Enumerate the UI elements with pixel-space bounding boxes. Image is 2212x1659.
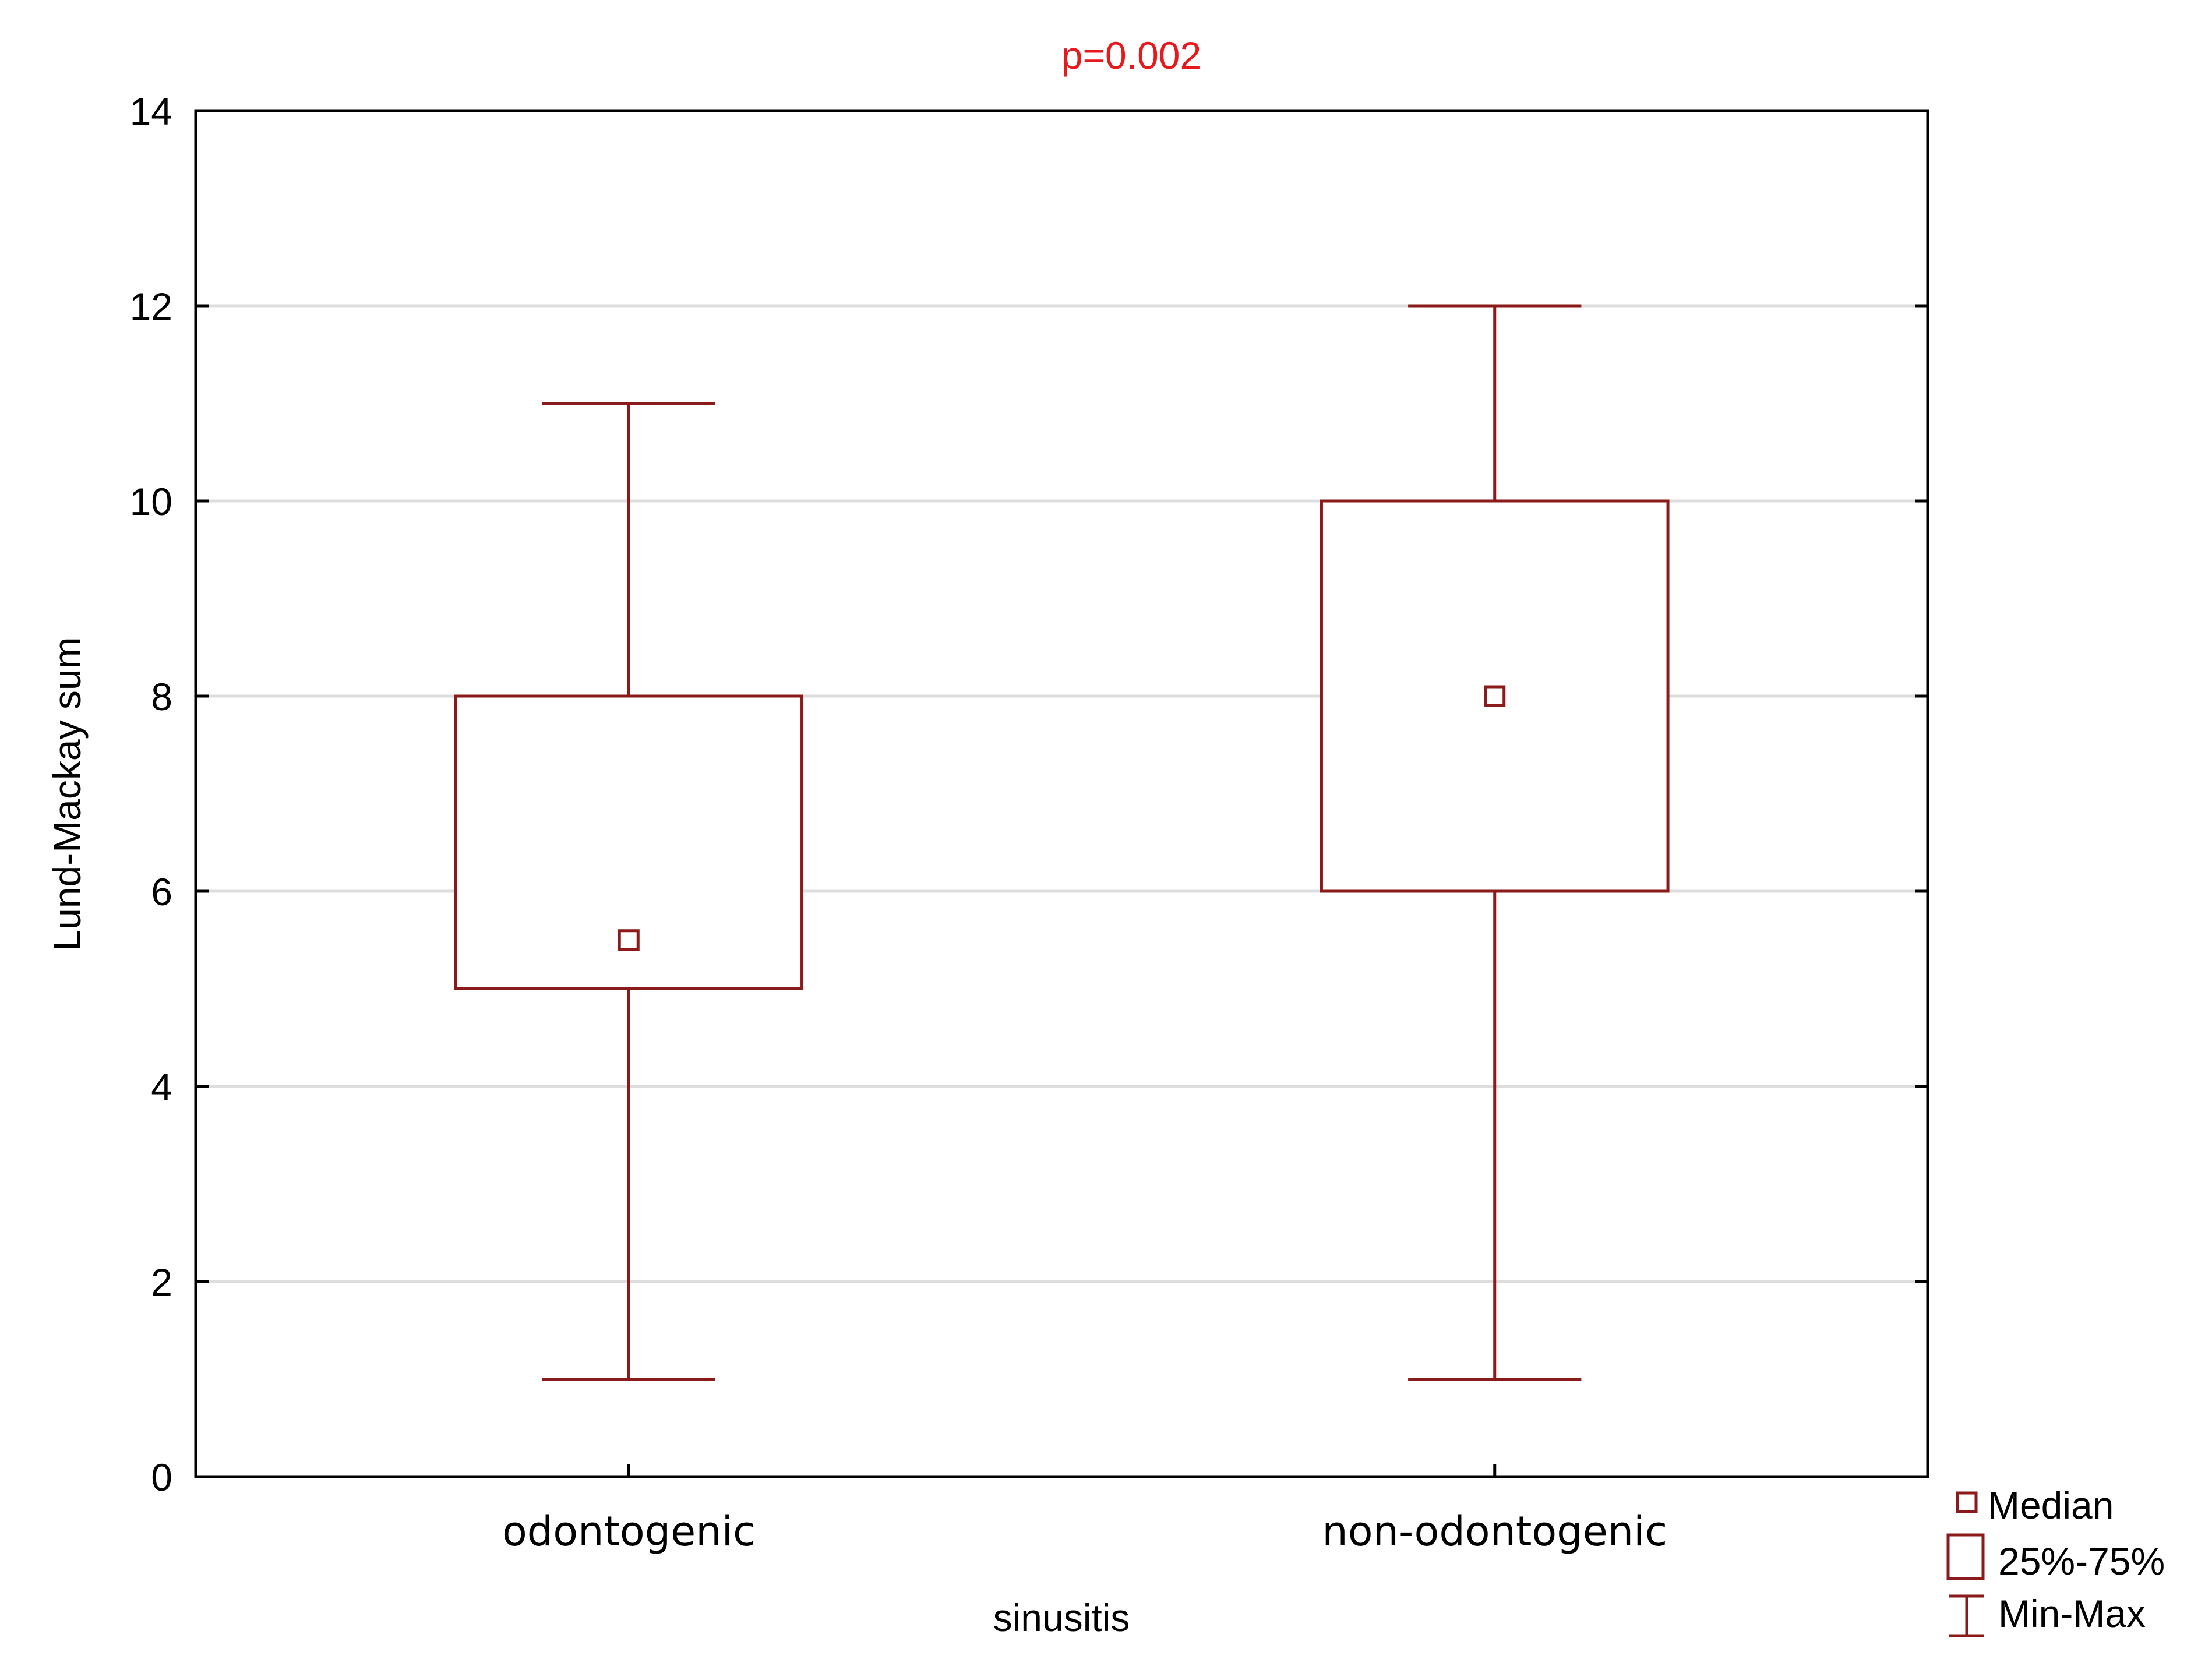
legend-iqr-label: 25%-75% xyxy=(1998,1540,2165,1583)
y-tick-label: 10 xyxy=(130,480,172,523)
legend-minmax-swatch xyxy=(1949,1594,1984,1637)
y-tick-label: 6 xyxy=(151,870,172,913)
legend-iqr-swatch xyxy=(1946,1533,1985,1580)
y-tick-label: 8 xyxy=(151,675,172,718)
x-axis: odontogenic non-odontogenic xyxy=(502,1464,1667,1555)
box-group xyxy=(1320,304,1670,1381)
legend-median-label: Median xyxy=(1988,1484,2114,1527)
plot-frame xyxy=(194,109,1929,1478)
box-series xyxy=(454,304,1670,1381)
y-tick-label: 14 xyxy=(130,90,172,133)
x-tick-label: non-odontogenic xyxy=(1322,1508,1667,1555)
y-tick-label: 12 xyxy=(130,285,172,328)
legend-minmax-label: Min-Max xyxy=(1998,1592,2146,1635)
legend-median-swatch xyxy=(1956,1491,1978,1513)
x-axis-title: sinusitis xyxy=(993,1596,1130,1639)
median-marker xyxy=(1484,685,1506,707)
chart-title: p=0.002 xyxy=(1061,34,1201,77)
y-tick-label: 2 xyxy=(151,1261,172,1304)
legend: Median 25%-75% Min-Max xyxy=(1946,1484,2165,1637)
x-tick-label: odontogenic xyxy=(502,1508,756,1555)
y-tick-label: 4 xyxy=(151,1065,172,1109)
y-axis-title: Lund-Mackay sum xyxy=(45,637,89,951)
y-tick-label: 0 xyxy=(151,1456,172,1499)
y-axis: 0 2 4 6 8 10 12 14 xyxy=(130,90,1928,1499)
box-group xyxy=(454,402,804,1381)
median-marker xyxy=(618,929,640,951)
